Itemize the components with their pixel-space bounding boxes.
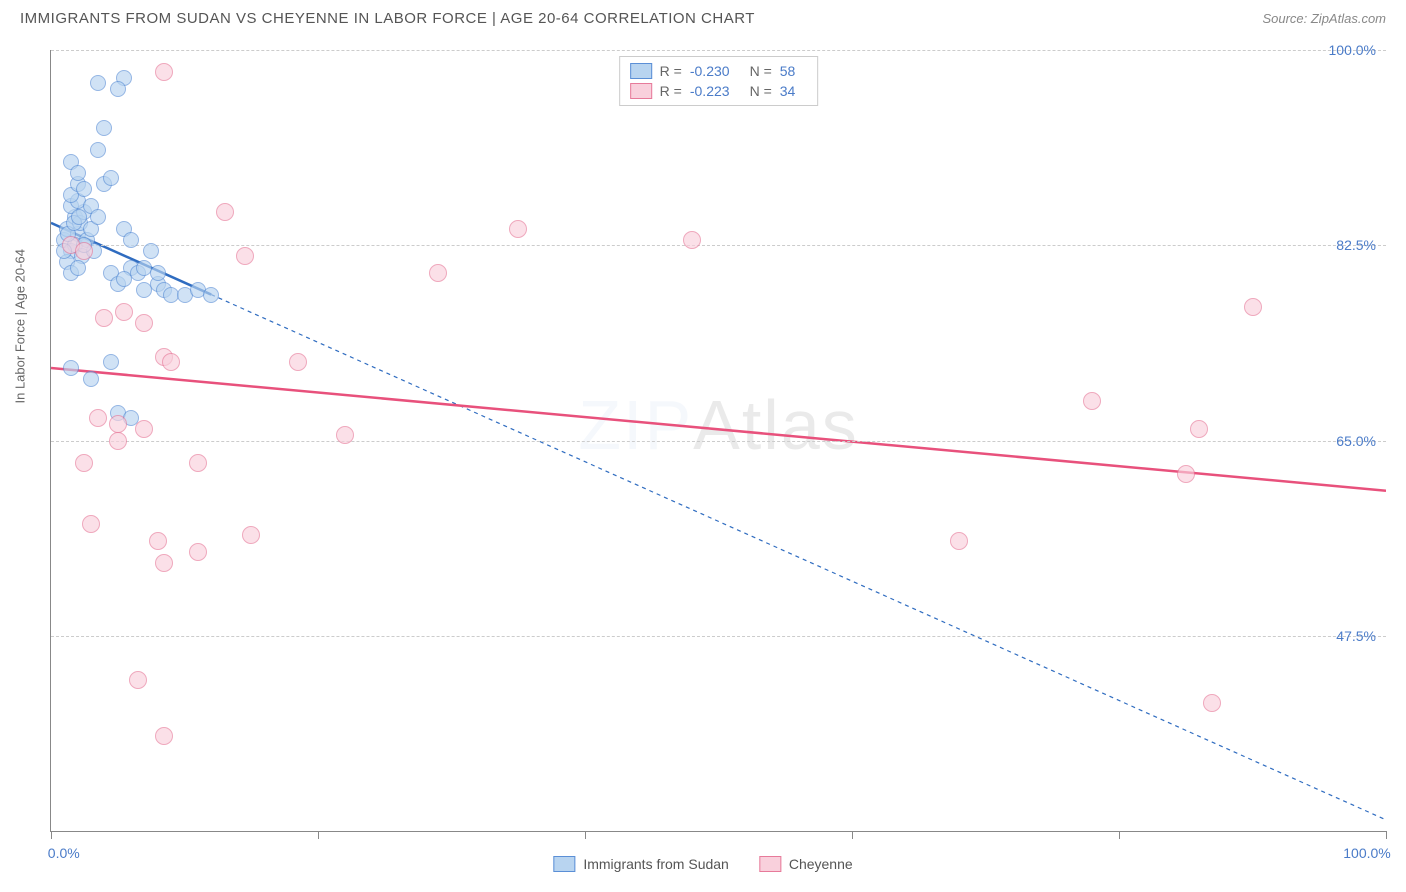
y-axis-label: In Labor Force | Age 20-64	[13, 249, 28, 403]
y-tick-label: 82.5%	[1336, 237, 1376, 253]
r-value: -0.223	[690, 83, 730, 99]
scatter-point	[950, 532, 968, 550]
legend-row: R = -0.223 N = 34	[630, 81, 808, 101]
scatter-point	[90, 75, 106, 91]
scatter-point	[75, 454, 93, 472]
scatter-point	[75, 242, 93, 260]
scatter-point	[115, 303, 133, 321]
scatter-point	[109, 415, 127, 433]
scatter-point	[83, 371, 99, 387]
scatter-point	[1083, 392, 1101, 410]
scatter-point	[63, 360, 79, 376]
n-value: 58	[780, 63, 796, 79]
scatter-point	[1177, 465, 1195, 483]
scatter-point	[70, 260, 86, 276]
scatter-point	[110, 81, 126, 97]
scatter-point	[150, 265, 166, 281]
legend-item: Immigrants from Sudan	[553, 856, 729, 872]
scatter-point	[103, 170, 119, 186]
legend-swatch	[630, 63, 652, 79]
n-value: 34	[780, 83, 796, 99]
scatter-point	[70, 165, 86, 181]
gridline	[51, 441, 1386, 442]
scatter-point	[1203, 694, 1221, 712]
x-tick-label: 100.0%	[1343, 845, 1390, 861]
scatter-point	[216, 203, 234, 221]
x-tick	[51, 831, 52, 839]
scatter-point	[129, 671, 147, 689]
scatter-point	[1190, 420, 1208, 438]
gridline	[51, 50, 1386, 51]
y-tick-label: 100.0%	[1329, 42, 1376, 58]
scatter-point	[149, 532, 167, 550]
legend-label: Immigrants from Sudan	[583, 856, 729, 872]
scatter-point	[90, 142, 106, 158]
series-legend: Immigrants from Sudan Cheyenne	[553, 856, 852, 872]
scatter-point	[103, 354, 119, 370]
scatter-point	[135, 314, 153, 332]
legend-row: R = -0.230 N = 58	[630, 61, 808, 81]
scatter-point	[683, 231, 701, 249]
x-tick	[1386, 831, 1387, 839]
scatter-point	[162, 353, 180, 371]
scatter-point	[76, 181, 92, 197]
scatter-point	[336, 426, 354, 444]
x-tick-label: 0.0%	[48, 845, 80, 861]
scatter-point	[95, 309, 113, 327]
y-tick-label: 65.0%	[1336, 433, 1376, 449]
scatter-point	[90, 209, 106, 225]
watermark: ZIPAtlas	[578, 385, 859, 465]
scatter-point	[155, 727, 173, 745]
legend-swatch	[759, 856, 781, 872]
scatter-point	[203, 287, 219, 303]
scatter-point	[236, 247, 254, 265]
scatter-point	[135, 420, 153, 438]
gridline	[51, 245, 1386, 246]
scatter-point	[123, 232, 139, 248]
legend-swatch	[630, 83, 652, 99]
x-tick	[852, 831, 853, 839]
gridline	[51, 636, 1386, 637]
scatter-point	[509, 220, 527, 238]
legend-label: Cheyenne	[789, 856, 853, 872]
chart-plot-area: ZIPAtlas R = -0.230 N = 58 R = -0.223 N = 34 47…	[50, 50, 1386, 832]
scatter-point	[429, 264, 447, 282]
scatter-point	[136, 282, 152, 298]
scatter-point	[96, 120, 112, 136]
scatter-point	[155, 63, 173, 81]
scatter-point	[155, 554, 173, 572]
scatter-point	[109, 432, 127, 450]
x-tick	[318, 831, 319, 839]
scatter-point	[82, 515, 100, 533]
scatter-point	[289, 353, 307, 371]
chart-title: IMMIGRANTS FROM SUDAN VS CHEYENNE IN LAB…	[20, 10, 755, 27]
r-label: R =	[660, 83, 682, 99]
scatter-point	[71, 209, 87, 225]
n-label: N =	[750, 63, 772, 79]
scatter-point	[242, 526, 260, 544]
scatter-point	[189, 543, 207, 561]
r-value: -0.230	[690, 63, 730, 79]
scatter-point	[143, 243, 159, 259]
scatter-point	[89, 409, 107, 427]
n-label: N =	[750, 83, 772, 99]
legend-swatch	[553, 856, 575, 872]
legend-item: Cheyenne	[759, 856, 853, 872]
r-label: R =	[660, 63, 682, 79]
correlation-legend: R = -0.230 N = 58 R = -0.223 N = 34	[619, 56, 819, 106]
x-tick	[1119, 831, 1120, 839]
scatter-point	[1244, 298, 1262, 316]
source-label: Source: ZipAtlas.com	[1262, 11, 1386, 26]
scatter-point	[189, 454, 207, 472]
x-tick	[585, 831, 586, 839]
y-tick-label: 47.5%	[1336, 628, 1376, 644]
